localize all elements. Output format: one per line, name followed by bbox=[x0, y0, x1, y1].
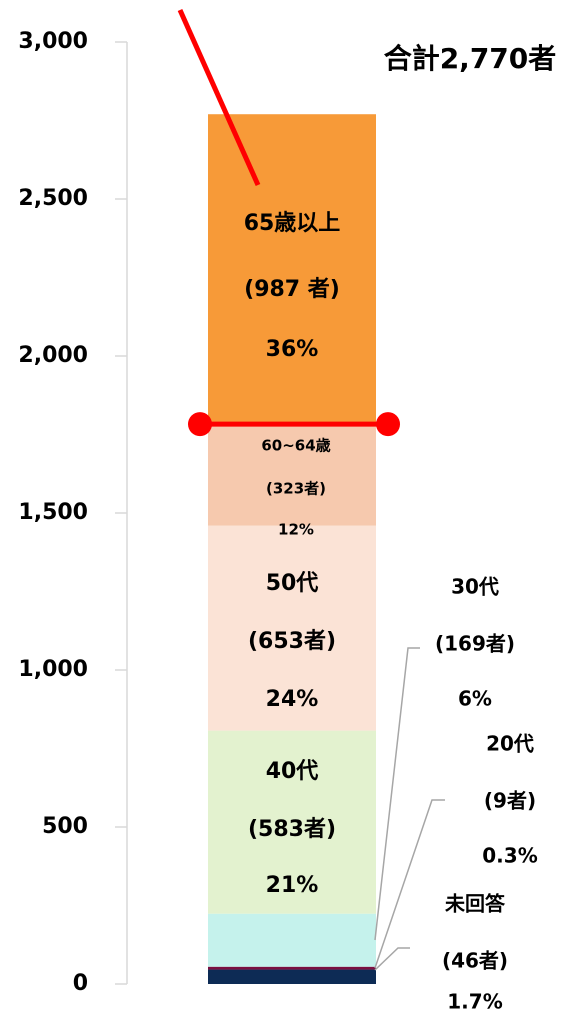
segment-count: (653者) bbox=[248, 629, 336, 654]
boundary-dot bbox=[188, 412, 212, 437]
segment-share: 21% bbox=[266, 873, 319, 898]
segment-name: 60~64歳 bbox=[261, 437, 330, 455]
bar-segment bbox=[208, 969, 376, 984]
boundary-dot bbox=[376, 412, 400, 437]
bar-segment bbox=[208, 525, 376, 731]
segment-name: 50代 bbox=[266, 571, 319, 596]
segment-count: (46者) bbox=[442, 949, 508, 973]
segment-name: 20代 bbox=[486, 732, 534, 756]
bar-segment bbox=[208, 913, 376, 967]
bar-segment bbox=[208, 424, 376, 526]
segment-count: (323者) bbox=[266, 480, 326, 498]
segment-share: 0.3% bbox=[482, 844, 537, 868]
segment-share: 36% bbox=[266, 337, 319, 362]
total-annotation: 合計2,770者 bbox=[384, 42, 557, 75]
y-tick-label: 1,000 bbox=[18, 657, 88, 682]
segment-count: (583者) bbox=[248, 817, 336, 842]
y-tick-label: 3,000 bbox=[18, 29, 88, 54]
segment-count: (987 者) bbox=[244, 277, 340, 302]
y-tick-label: 500 bbox=[42, 814, 88, 839]
bar-segment bbox=[208, 730, 376, 914]
leader-line bbox=[374, 647, 420, 941]
bar-segment bbox=[208, 114, 376, 425]
segment-name: 65歳以上 bbox=[244, 211, 341, 236]
segment-share: 12% bbox=[278, 521, 314, 539]
segment-share: 24% bbox=[266, 687, 319, 712]
y-tick-label: 2,500 bbox=[18, 186, 88, 211]
y-tick-label: 2,000 bbox=[18, 343, 88, 368]
y-tick-label: 0 bbox=[73, 971, 88, 996]
leader-line bbox=[374, 799, 445, 969]
segment-name: 未回答 bbox=[445, 892, 506, 916]
segment-share: 1.7% bbox=[447, 990, 502, 1014]
segment-name: 40代 bbox=[266, 759, 319, 784]
segment-share: 6% bbox=[458, 687, 492, 711]
bar-segment bbox=[208, 966, 376, 970]
pointer-line bbox=[177, 8, 261, 187]
segment-count: (169者) bbox=[435, 632, 515, 656]
segment-name: 30代 bbox=[451, 575, 499, 599]
segment-count: (9者) bbox=[484, 789, 536, 813]
y-tick-label: 1,500 bbox=[18, 500, 88, 525]
leader-line bbox=[374, 947, 410, 971]
